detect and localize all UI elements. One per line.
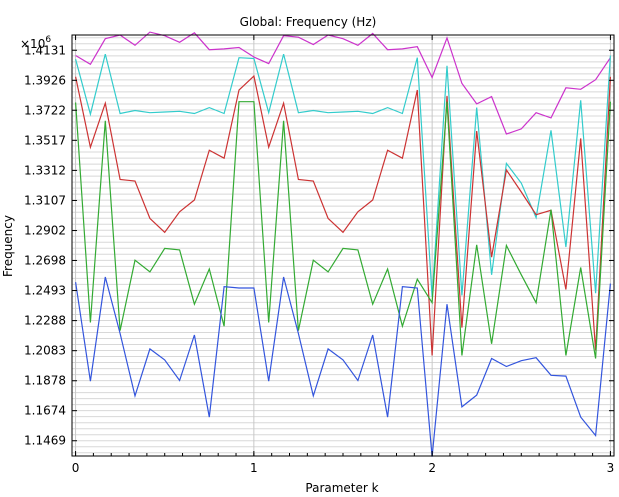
y-multiplier-exponent: 6 bbox=[45, 35, 51, 45]
y-tick-label: 1.3517 bbox=[24, 133, 66, 147]
y-tick-label: 1.2698 bbox=[24, 253, 66, 267]
y-tick-label: 1.2493 bbox=[24, 284, 66, 298]
y-tick-label: 1.2083 bbox=[24, 344, 66, 358]
y-multiplier-base: ×10 bbox=[20, 37, 45, 51]
series-group bbox=[75, 31, 611, 457]
y-tick-label: 1.3722 bbox=[24, 103, 66, 117]
x-axis-label: Parameter k bbox=[305, 481, 378, 495]
x-tick-label: 3 bbox=[607, 461, 615, 475]
grid-lines bbox=[72, 35, 614, 456]
series-line-2 bbox=[75, 53, 611, 297]
chart-title: Global: Frequency (Hz) bbox=[240, 15, 377, 29]
y-tick-label: 1.1674 bbox=[24, 404, 66, 418]
y-multiplier: ×106 bbox=[20, 35, 51, 51]
y-tick-label: 1.1469 bbox=[24, 434, 66, 448]
y-tick-label: 1.2288 bbox=[24, 314, 66, 328]
y-tick-label: 1.4131 bbox=[24, 43, 66, 57]
y-tick-label: 1.3107 bbox=[24, 193, 66, 207]
x-tick-label: 1 bbox=[250, 461, 258, 475]
y-tick-label: 1.3926 bbox=[24, 73, 66, 87]
y-axis-label: Frequency bbox=[1, 215, 15, 277]
y-tick-label: 1.3312 bbox=[24, 163, 66, 177]
series-line-4 bbox=[75, 101, 611, 359]
series-line-3 bbox=[75, 74, 611, 356]
y-axis-ticks: 1.1469 1.1674 1.1878 1.2083 1.2288 1.2493 1.26… bbox=[24, 43, 614, 448]
x-axis-ticks: 0 1 2 3 bbox=[72, 35, 615, 475]
series-line-1 bbox=[75, 31, 611, 135]
y-tick-label: 1.2902 bbox=[24, 224, 66, 238]
x-tick-label: 0 bbox=[72, 461, 80, 475]
x-tick-label: 2 bbox=[428, 461, 436, 475]
series-line-5 bbox=[75, 276, 611, 457]
y-tick-label: 1.1878 bbox=[24, 374, 66, 388]
